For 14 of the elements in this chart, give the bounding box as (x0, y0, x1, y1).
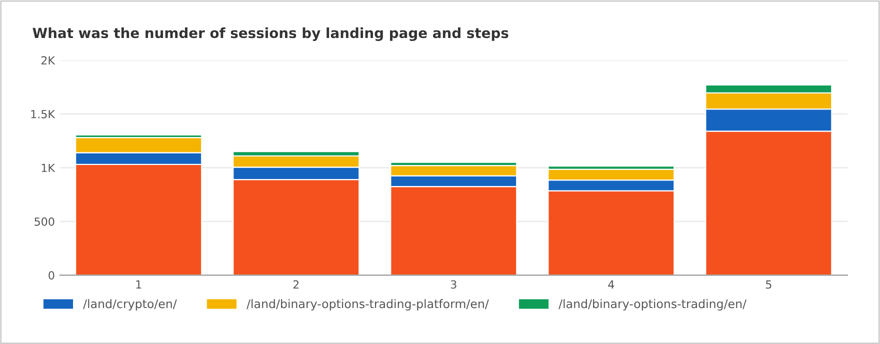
legend-label: /land/crypto/en/ (83, 299, 177, 311)
y-tick-label: 0 (48, 271, 54, 280)
x-tick-label: 5 (766, 280, 772, 289)
y-tick-label: 2K (41, 56, 56, 64)
y-tick-label: 1K (42, 164, 56, 172)
x-tick-label: 2 (293, 280, 299, 289)
y-tick-label: 1.5K (31, 110, 56, 118)
legend-label: /land/binary-options-trading-platform/en/ (246, 299, 489, 311)
chart-title: What was the numder of sessions by landing page and steps (32, 27, 508, 41)
y-tick-label: 500 (34, 217, 54, 226)
x-tick-label: 3 (450, 280, 456, 289)
legend-label: /land/binary-options-trading/en/ (558, 299, 747, 311)
x-tick-label: 1 (136, 280, 142, 289)
x-tick-label: 4 (608, 280, 614, 289)
